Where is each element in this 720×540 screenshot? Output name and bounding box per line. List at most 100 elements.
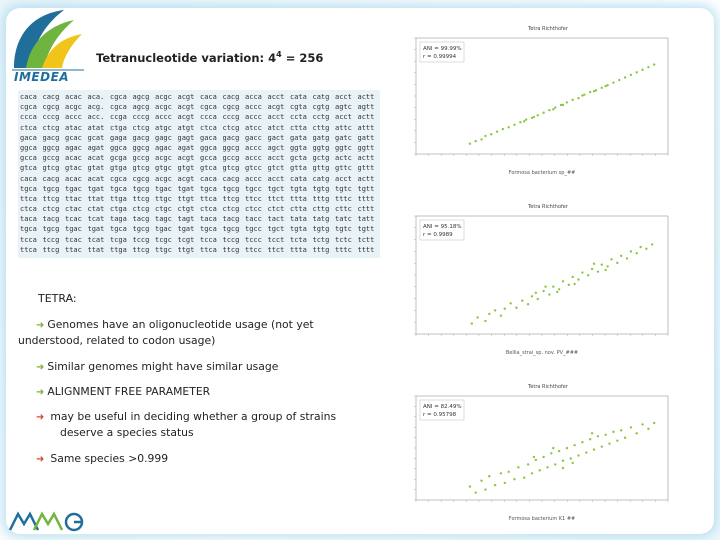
table-cell: tcac (65, 235, 82, 244)
table-cell: tgat (87, 184, 105, 193)
table-cell: gtca (20, 164, 37, 173)
table-cell: gtat (87, 164, 105, 173)
table-cell: accc (65, 113, 82, 122)
table-cell: ttat (87, 194, 105, 203)
table-cell: tatt (357, 215, 375, 224)
table-cell: atgt (177, 123, 195, 132)
data-point (536, 297, 539, 301)
table-cell: ccca (200, 113, 217, 122)
data-point (573, 282, 576, 286)
data-point (538, 469, 541, 472)
data-point (581, 271, 584, 274)
table-cell: acgc (155, 93, 172, 101)
table-cell: ctcg (42, 123, 60, 132)
data-point (606, 265, 609, 268)
table-cell: actt (357, 154, 375, 163)
table-cell: ctcg (42, 205, 60, 214)
data-point (571, 98, 574, 102)
data-point (532, 115, 536, 119)
data-point (534, 458, 538, 462)
stat-label: r = 0.95798 (423, 412, 457, 418)
data-point (600, 263, 603, 266)
table-row: ttca ttcg ttac ttat ttga ttcg ttgc ttgt ttca ttcg… (20, 194, 380, 204)
table-cell: ttca (20, 194, 37, 203)
data-point (532, 455, 536, 459)
table-cell: tgcg (42, 184, 60, 193)
table-cell: atct (267, 123, 285, 132)
data-point (554, 106, 557, 109)
data-point (552, 285, 555, 288)
stat-label: ANI = 82.49% (423, 404, 462, 410)
table-row: ggca ggcg agac agat ggca ggcg agac agat ggca ggcg… (20, 143, 380, 153)
table-cell: ccca (20, 113, 37, 122)
table-row: cgca cgcg acgc acg. cgca agcg acgc acgt cgca cgcg… (20, 102, 380, 112)
table-cell: acgt (177, 154, 195, 163)
data-point (561, 466, 565, 470)
table-cell: tcat (87, 235, 105, 244)
table-cell: tgac (155, 184, 172, 193)
table-cell: tagt (177, 215, 195, 224)
table-cell: ttct (267, 194, 285, 203)
data-point (552, 446, 555, 450)
data-point (569, 457, 572, 460)
table-cell: tatg (312, 215, 330, 224)
table-cell: gttc (335, 164, 352, 173)
data-point (604, 268, 607, 272)
arrow-right-icon: ➜ (36, 454, 45, 465)
table-cell: tgca (110, 225, 127, 234)
table-cell: tgtg (312, 184, 330, 193)
table-row: ccca cccg accc acc. ccga cccg accc acgt ccca cccg… (20, 112, 380, 122)
table-cell: actt (357, 113, 375, 122)
data-point (652, 421, 656, 425)
data-point (530, 116, 534, 120)
table-row: caca cacg acac aca. cgca agcg acgc acgt caca cacg… (20, 92, 380, 102)
data-point (620, 254, 623, 258)
imedea-logo-icon (12, 10, 84, 71)
table-cell: ttac (65, 245, 82, 254)
table-cell: tttg (312, 194, 330, 203)
data-point (625, 257, 629, 260)
data-point (468, 142, 472, 145)
data-point (612, 430, 615, 434)
data-point (623, 436, 627, 439)
table-cell: gacg (42, 133, 60, 142)
data-point (620, 429, 623, 432)
table-cell: ggcg (132, 143, 150, 152)
table-cell: gtga (110, 164, 127, 173)
data-point (507, 126, 510, 129)
table-cell: tgca (110, 184, 127, 193)
data-point (546, 466, 549, 469)
table-cell: cgcg (42, 103, 60, 112)
table-cell: gccg (42, 154, 60, 163)
table-cell: tcca (200, 235, 217, 244)
table-row: ttca ttcg ttac ttat ttga ttcg ttgc ttgt ttca ttcg… (20, 245, 380, 255)
table-cell: acgt (267, 103, 285, 112)
table-cell: acgc (155, 154, 172, 163)
table-cell: ggcg (222, 143, 240, 152)
data-point (635, 71, 638, 74)
bullet-oligonucleotide: ➜ Genomes have an oligonucleotide usage (… (18, 318, 314, 347)
data-point (623, 76, 627, 79)
data-point (519, 121, 522, 124)
data-point (509, 302, 512, 305)
table-cell: tcgc (155, 235, 172, 244)
table-cell: cgca (110, 103, 127, 112)
data-point (618, 78, 621, 82)
table-cell: tcgt (177, 235, 195, 244)
table-cell: agtt (357, 103, 375, 112)
data-point (590, 432, 594, 435)
table-cell: ctca (200, 123, 217, 132)
table-cell: ggtt (357, 143, 375, 152)
table-row: gaca gacg gcac gcat gaga gacg gagc gagt gaca gacg… (20, 133, 380, 143)
table-cell: tgcc (245, 184, 262, 193)
table-cell: acct (267, 93, 285, 101)
table-cell: gaca (200, 133, 217, 142)
data-point (484, 134, 487, 138)
table-cell: tgcg (222, 225, 240, 234)
table-cell: atgc (155, 123, 172, 132)
data-point (476, 316, 479, 319)
table-cell: ttgc (155, 245, 172, 254)
data-point (488, 312, 491, 316)
table-cell: cccg (222, 113, 240, 122)
table-cell: taga (110, 215, 127, 224)
